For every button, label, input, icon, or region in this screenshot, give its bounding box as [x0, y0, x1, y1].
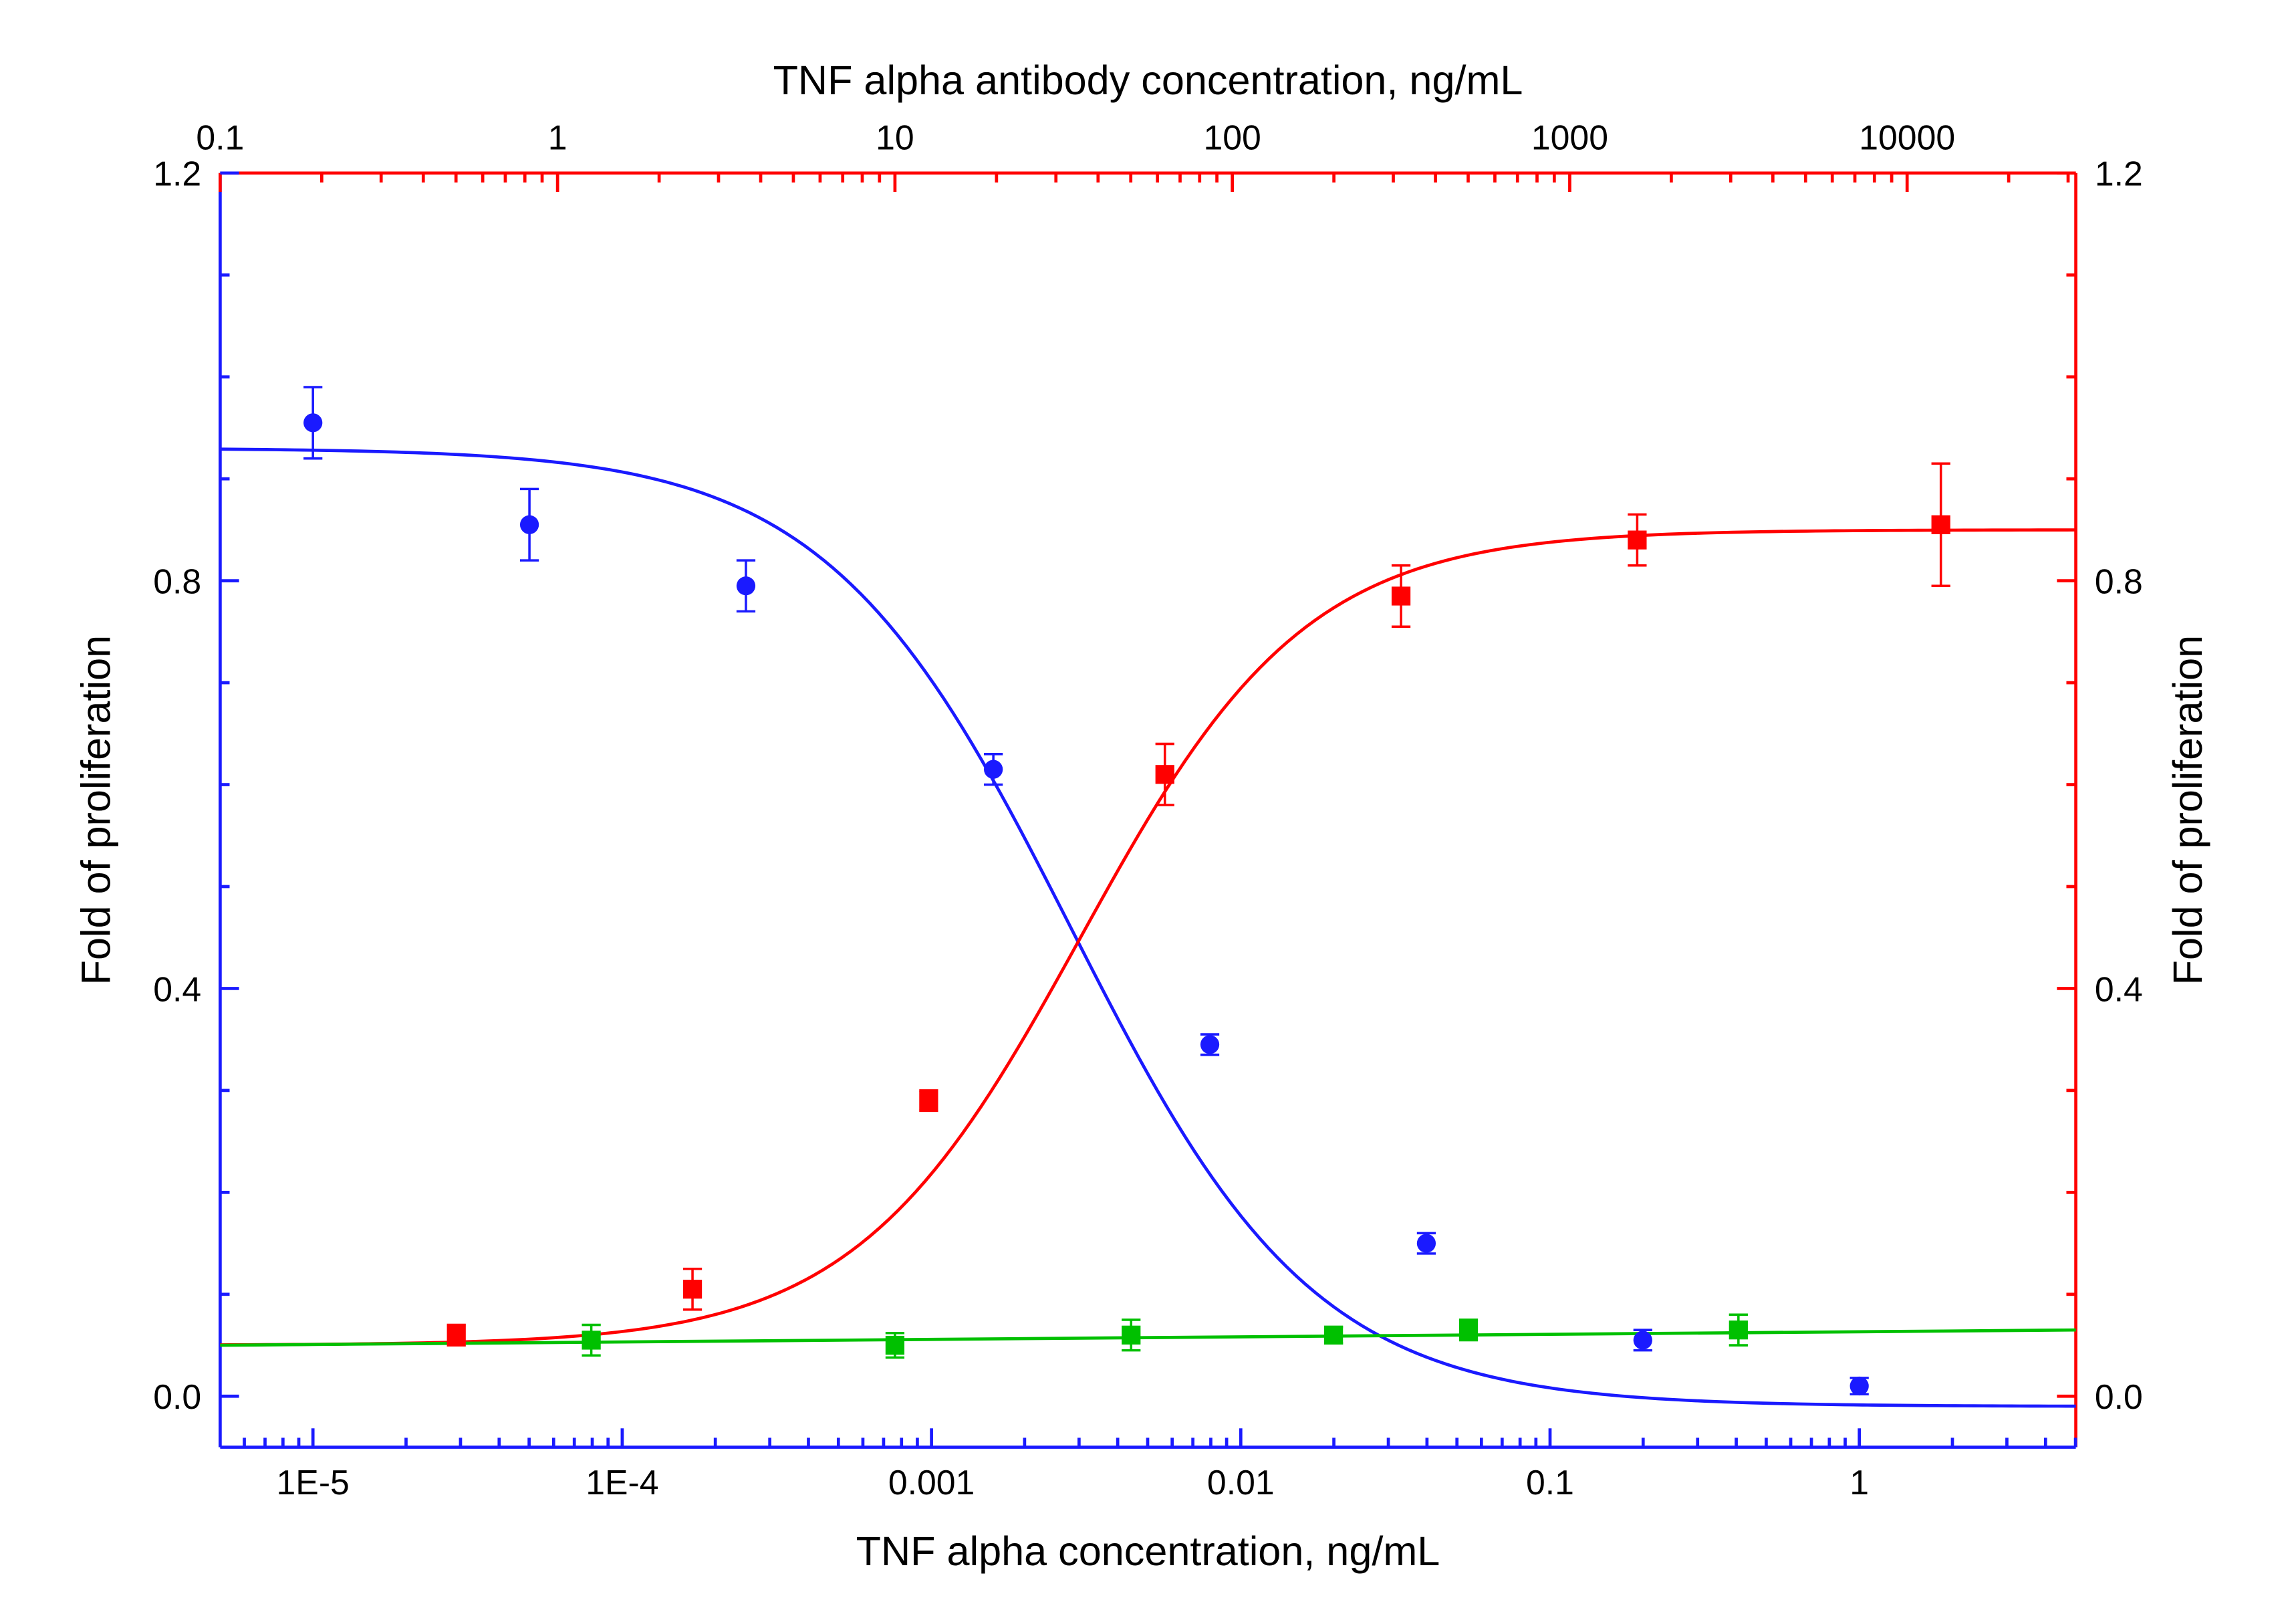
y-left-tick-label: 0.4 [153, 969, 201, 1008]
blue-series-point [1634, 1331, 1652, 1349]
green-series-point [1459, 1320, 1478, 1339]
y-left-tick-label: 1.2 [153, 154, 201, 193]
x-top-title: TNF alpha antibody concentration, ng/mL [773, 58, 1523, 103]
y-left-tick-label: 0.8 [153, 562, 201, 600]
green-series-point [582, 1331, 601, 1349]
green-series-point [886, 1336, 904, 1355]
x-bottom-tick-label: 1E-5 [277, 1463, 350, 1502]
red-series-point [1392, 586, 1410, 605]
red-series-point [1156, 765, 1174, 784]
blue-series-point [737, 576, 755, 595]
y-right-tick-label: 0.4 [2095, 969, 2143, 1008]
blue-fit-curve [220, 449, 2075, 1406]
x-top-tick-label: 0.1 [196, 118, 244, 157]
x-bottom-tick-label: 1 [1849, 1463, 1869, 1502]
x-bottom-tick-label: 0.001 [888, 1463, 975, 1502]
green-series-point [1122, 1326, 1140, 1345]
x-bottom-tick-label: 1E-4 [586, 1463, 658, 1502]
green-series-point [1324, 1326, 1343, 1345]
x-top-tick-label: 100 [1204, 118, 1261, 157]
blue-series-point [1200, 1035, 1219, 1054]
red-series-point [1628, 531, 1646, 550]
green-fit-line [220, 1330, 2075, 1345]
red-series-point [1932, 515, 1950, 534]
x-top-tick-label: 10000 [1859, 118, 1955, 157]
red-fit-curve [220, 530, 2075, 1345]
blue-series-point [1417, 1234, 1436, 1252]
y-right-title: Fold of proliferation [2165, 635, 2210, 986]
x-top-tick-label: 1 [548, 118, 567, 157]
red-series-point [683, 1280, 702, 1298]
blue-series-point [984, 760, 1003, 779]
x-top-tick-label: 1000 [1531, 118, 1608, 157]
green-series-point [1729, 1320, 1748, 1339]
y-right-tick-label: 0.8 [2095, 562, 2143, 600]
x-bottom-title: TNF alpha concentration, ng/mL [856, 1528, 1440, 1574]
y-right-tick-label: 1.2 [2095, 154, 2143, 193]
x-bottom-tick-label: 0.01 [1207, 1463, 1275, 1502]
blue-series-point [520, 515, 539, 534]
red-series-point [919, 1091, 938, 1110]
blue-series-point [303, 413, 322, 432]
x-bottom-tick-label: 0.1 [1526, 1463, 1574, 1502]
dose-response-chart: 1E-51E-40.0010.010.11TNF alpha concentra… [0, 0, 2296, 1605]
blue-series-point [1850, 1377, 1869, 1395]
y-left-title: Fold of proliferation [74, 635, 119, 986]
y-left-tick-label: 0.0 [153, 1377, 201, 1416]
x-top-tick-label: 10 [876, 118, 914, 157]
y-right-tick-label: 0.0 [2095, 1377, 2143, 1416]
red-series-point [447, 1326, 466, 1345]
